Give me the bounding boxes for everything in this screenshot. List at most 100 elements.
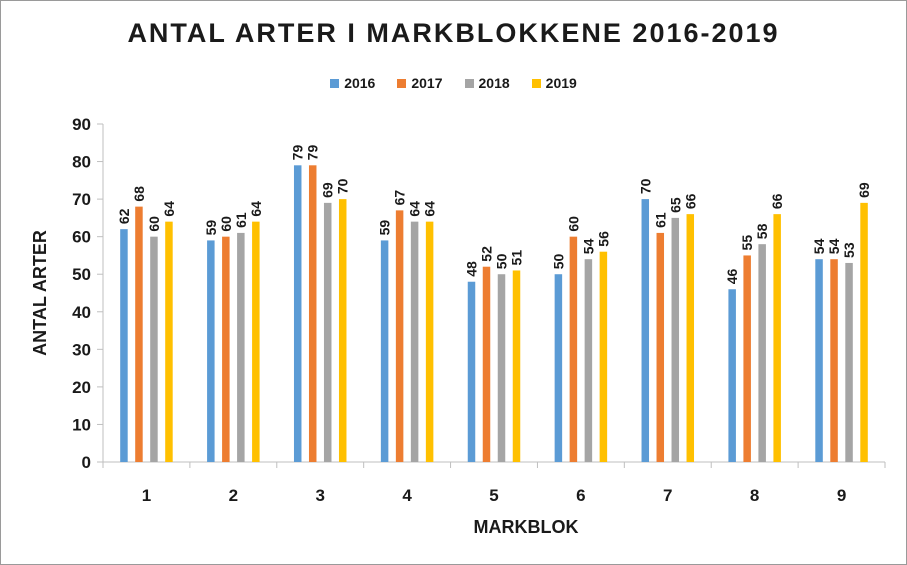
- legend-label-2017: 2017: [411, 75, 443, 91]
- bar-2016-7: [641, 199, 650, 462]
- x-tick-label: 9: [837, 486, 846, 505]
- chart-legend: 2016 2017 2018 2019: [0, 75, 907, 91]
- data-label: 55: [739, 235, 755, 251]
- data-label: 53: [841, 242, 857, 258]
- x-axis-title: MARKBLOK: [474, 517, 579, 537]
- bar-2016-9: [815, 259, 823, 462]
- x-tick-label: 6: [576, 486, 585, 505]
- bar-2018-5: [497, 274, 506, 462]
- bar-2019-4: [425, 221, 434, 462]
- data-label: 61: [233, 212, 249, 228]
- bar-2016-1: [120, 229, 128, 462]
- legend-swatch-2016: [330, 78, 340, 88]
- y-tick-label: 80: [72, 153, 91, 172]
- bar-2016-8: [728, 289, 736, 462]
- bar-2017-8: [743, 255, 751, 462]
- y-tick-label: 30: [72, 340, 91, 359]
- legend-item-2017: 2017: [397, 75, 443, 91]
- bar-2018-6: [584, 259, 593, 462]
- legend-swatch-2018: [464, 78, 474, 88]
- y-tick-label: 0: [82, 453, 91, 472]
- y-tick-label: 60: [72, 228, 91, 247]
- legend-label-2019: 2019: [545, 75, 577, 91]
- bar-2019-7: [686, 214, 695, 462]
- legend-item-2018: 2018: [464, 75, 510, 91]
- bar-2017-4: [395, 210, 404, 462]
- bar-2017-9: [830, 259, 838, 462]
- data-label: 58: [754, 223, 770, 239]
- data-label: 64: [161, 201, 177, 217]
- bar-2017-7: [656, 232, 665, 462]
- data-label: 79: [290, 145, 306, 161]
- y-tick-label: 40: [72, 303, 91, 322]
- bar-2019-1: [165, 221, 173, 462]
- bar-2019-5: [512, 270, 521, 462]
- data-label: 46: [724, 268, 740, 284]
- legend-swatch-2019: [531, 78, 541, 88]
- bar-2019-3: [338, 199, 347, 462]
- data-label: 65: [667, 197, 683, 213]
- bar-2016-3: [293, 165, 302, 463]
- y-tick-label: 90: [72, 115, 91, 134]
- y-tick-label: 20: [72, 378, 91, 397]
- data-label: 79: [305, 145, 321, 161]
- x-tick-label: 2: [229, 486, 238, 505]
- data-label: 64: [407, 201, 423, 217]
- x-tick-label: 1: [142, 486, 151, 505]
- data-label: 48: [464, 261, 480, 277]
- bar-2018-9: [845, 262, 853, 462]
- bar-2019-2: [252, 221, 260, 462]
- bar-2017-2: [222, 236, 230, 462]
- bar-2019-9: [860, 202, 868, 462]
- x-tick-label: 3: [315, 486, 324, 505]
- data-label: 60: [218, 216, 234, 232]
- data-label: 59: [203, 220, 219, 236]
- legend-label-2018: 2018: [478, 75, 510, 91]
- bar-2019-6: [599, 251, 608, 462]
- bar-2017-5: [482, 266, 491, 462]
- bar-2018-4: [410, 221, 419, 462]
- data-label: 52: [479, 246, 495, 262]
- data-label: 69: [320, 182, 336, 198]
- x-tick-label: 7: [663, 486, 672, 505]
- data-label: 70: [637, 178, 653, 194]
- data-label: 61: [652, 212, 668, 228]
- legend-item-2019: 2019: [531, 75, 577, 91]
- bar-2018-7: [671, 217, 680, 462]
- data-label: 60: [146, 216, 162, 232]
- data-label: 68: [131, 186, 147, 202]
- y-axis-title: ANTAL ARTER: [30, 230, 50, 356]
- chart-title: ANTAL ARTER I MARKBLOKKENE 2016-2019: [127, 18, 780, 48]
- bar-2019-8: [773, 214, 781, 462]
- data-label: 50: [550, 253, 566, 269]
- x-tick-label: 5: [489, 486, 498, 505]
- data-label: 70: [335, 178, 351, 194]
- bar-2016-2: [207, 240, 215, 462]
- data-label: 51: [509, 250, 525, 266]
- bar-2018-3: [323, 202, 332, 462]
- data-label: 67: [392, 190, 408, 206]
- bar-2017-3: [308, 165, 317, 463]
- data-label: 64: [248, 201, 264, 217]
- data-label: 56: [595, 231, 611, 247]
- data-label: 59: [377, 220, 393, 236]
- bar-2018-2: [237, 232, 245, 462]
- x-tick-label: 4: [402, 486, 412, 505]
- bar-2016-4: [380, 240, 389, 462]
- y-tick-label: 70: [72, 190, 91, 209]
- data-label: 66: [682, 193, 698, 209]
- x-tick-label: 8: [750, 486, 759, 505]
- legend-swatch-2017: [397, 78, 407, 88]
- bar-2018-8: [758, 244, 766, 462]
- data-label: 60: [565, 216, 581, 232]
- bar-2017-1: [135, 206, 143, 462]
- bar-2018-1: [150, 236, 158, 462]
- data-label: 66: [769, 193, 785, 209]
- data-label: 62: [116, 208, 132, 224]
- bar-2016-6: [554, 274, 563, 462]
- data-label: 50: [494, 253, 510, 269]
- y-tick-label: 10: [72, 415, 91, 434]
- legend-label-2016: 2016: [344, 75, 376, 91]
- data-label: 69: [856, 182, 872, 198]
